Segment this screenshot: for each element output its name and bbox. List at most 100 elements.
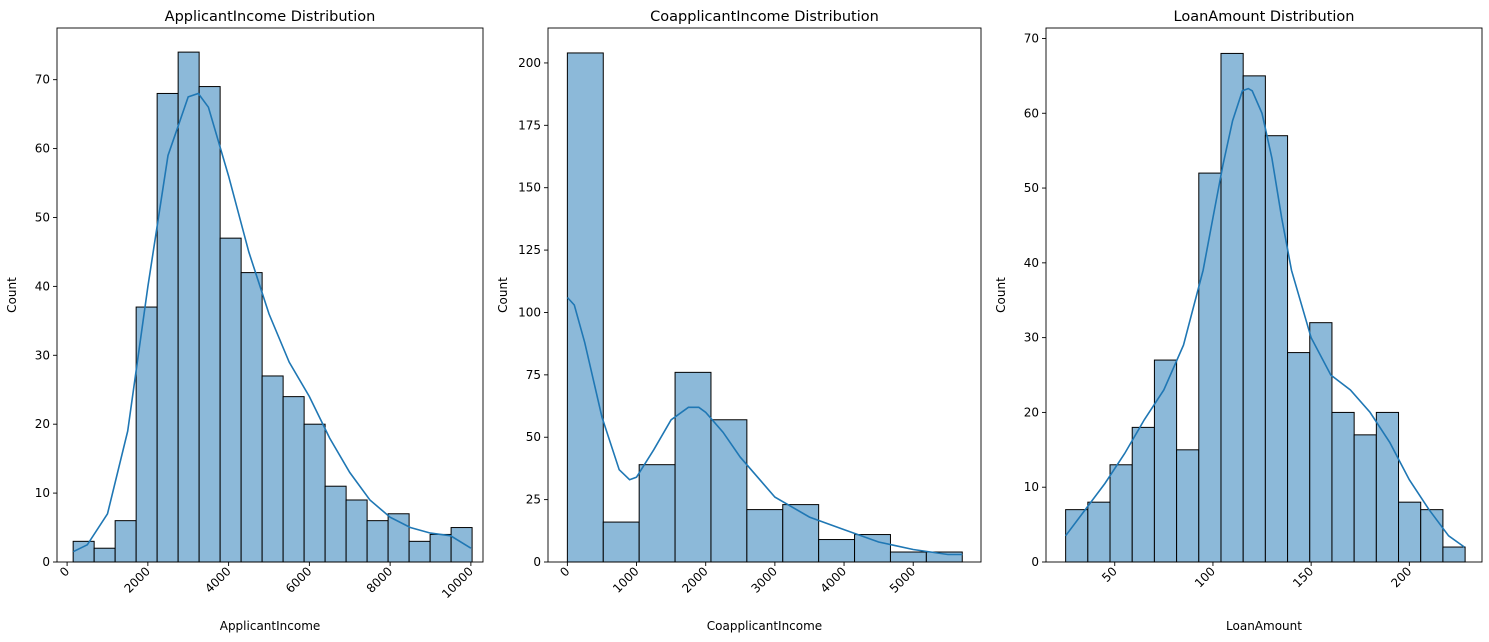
bars	[566, 52, 963, 563]
y-tick-label: 100	[518, 305, 541, 319]
histogram-bar	[782, 504, 820, 563]
histogram-bar	[408, 540, 431, 563]
y-tick-label: 60	[35, 142, 50, 156]
histogram-bar	[1331, 411, 1355, 563]
axes-frame	[56, 27, 484, 563]
y-tick-label: 20	[35, 417, 50, 431]
y-tick-label: 10	[35, 486, 50, 500]
histogram-bar	[1398, 501, 1422, 563]
x-tick-label: 8000	[364, 564, 395, 595]
histogram-bar	[72, 540, 95, 563]
bars	[1065, 52, 1466, 563]
y-tick-label: 75	[526, 368, 541, 382]
x-tick-label: 5000	[887, 564, 918, 595]
y-tick-label: 25	[526, 493, 541, 507]
kde-line	[566, 296, 963, 556]
x-tick-label: 4000	[202, 564, 233, 595]
histogram-bar	[602, 521, 640, 563]
histogram-bar	[1242, 75, 1266, 563]
histogram-bar	[1353, 434, 1377, 563]
histogram-bar	[324, 485, 347, 563]
histogram-bar	[114, 520, 137, 563]
y-tick-label: 60	[1024, 106, 1039, 120]
y-tick-label: 175	[518, 118, 541, 132]
histogram-bar	[345, 499, 368, 563]
histogram-bar	[1442, 546, 1466, 563]
y-tick-label: 50	[35, 210, 50, 224]
x-tick-label: 150	[1290, 564, 1316, 590]
y-tick-label: 30	[1024, 331, 1039, 345]
histogram-bar	[177, 51, 200, 563]
histogram-bar	[450, 527, 473, 563]
histogram-bar	[889, 551, 927, 563]
x-tick-label: 10000	[439, 564, 476, 601]
histogram-bar	[303, 423, 326, 563]
y-tick-label: 200	[518, 56, 541, 70]
histogram-bar	[1087, 501, 1111, 563]
kde-line	[72, 92, 472, 553]
histogram-bar	[261, 375, 284, 563]
bars	[72, 51, 473, 563]
x-tick-label: 100	[1192, 564, 1218, 590]
y-tick-label: 40	[35, 279, 50, 293]
chart-title: ApplicantIncome Distribution	[165, 9, 376, 25]
histogram-bar	[1065, 509, 1089, 563]
histogram-bar	[219, 237, 242, 563]
histogram-bar	[1420, 509, 1444, 563]
x-axis-label: CoapplicantIncome	[707, 619, 822, 633]
panel-applicantincome: 0 10 20 30 40 50 60 70 0 2000 4000 6000 8000 10000 App…	[5, 9, 484, 633]
x-tick-label: 1000	[610, 564, 641, 595]
histogram-bar	[566, 52, 604, 563]
histogram-bar	[638, 464, 676, 563]
y-tick-label: 10	[1024, 480, 1039, 494]
y-tick-label: 0	[533, 555, 541, 569]
histogram-bar	[429, 533, 452, 563]
chart-title: LoanAmount Distribution	[1174, 9, 1355, 25]
histogram-bar	[674, 371, 712, 563]
histogram-bar	[1131, 426, 1155, 563]
x-tick-label: 6000	[283, 564, 314, 595]
x-tick-label: 200	[1388, 564, 1414, 590]
x-axis-label: LoanAmount	[1226, 619, 1302, 633]
histogram-bar	[366, 520, 389, 563]
y-tick-label: 125	[518, 243, 541, 257]
y-tick-label: 150	[518, 181, 541, 195]
histogram-bar	[1264, 135, 1289, 563]
x-tick-label: 4000	[818, 564, 849, 595]
chart-title: CoapplicantIncome Distribution	[650, 9, 879, 25]
x-tick-label: 3000	[748, 564, 779, 595]
y-axis: 0 10 20 30 40 50 60 70	[1024, 31, 1046, 569]
histogram-bar	[1287, 352, 1311, 563]
y-axis: 0 10 20 30 40 50 60 70	[35, 73, 57, 569]
y-tick-label: 30	[35, 348, 50, 362]
kde-line	[1064, 87, 1465, 548]
y-tick-label: 50	[526, 430, 541, 444]
axes-frame	[1045, 27, 1483, 563]
x-axis: 50 100 150 200	[1099, 562, 1414, 590]
histogram-bar	[240, 272, 263, 563]
x-tick-label: 2000	[679, 564, 710, 595]
histogram-bar	[1375, 411, 1400, 563]
histogram-bar	[198, 86, 221, 563]
x-axis-label: ApplicantIncome	[220, 619, 321, 633]
y-tick-label: 50	[1024, 181, 1039, 195]
x-tick-label: 50	[1099, 564, 1120, 585]
y-tick-label: 70	[1024, 31, 1039, 45]
x-tick-label: 0	[557, 564, 572, 579]
histogram-bar	[93, 547, 116, 563]
x-axis: 0 2000 4000 6000 8000 10000	[57, 562, 476, 601]
y-tick-label: 0	[1031, 555, 1039, 569]
y-axis-label: Count	[994, 277, 1008, 313]
histogram-bar	[854, 534, 891, 563]
histogram-bar	[1309, 322, 1333, 563]
y-axis-label: Count	[5, 277, 19, 313]
histogram-bar	[1220, 52, 1244, 563]
histogram-bar	[746, 509, 784, 563]
y-tick-label: 70	[35, 73, 50, 87]
y-tick-label: 20	[1024, 405, 1039, 419]
y-axis-label: Count	[496, 277, 510, 313]
y-axis: 0 25 50 75 100 125 150 175 200	[518, 56, 548, 569]
histogram-bar	[710, 419, 748, 563]
